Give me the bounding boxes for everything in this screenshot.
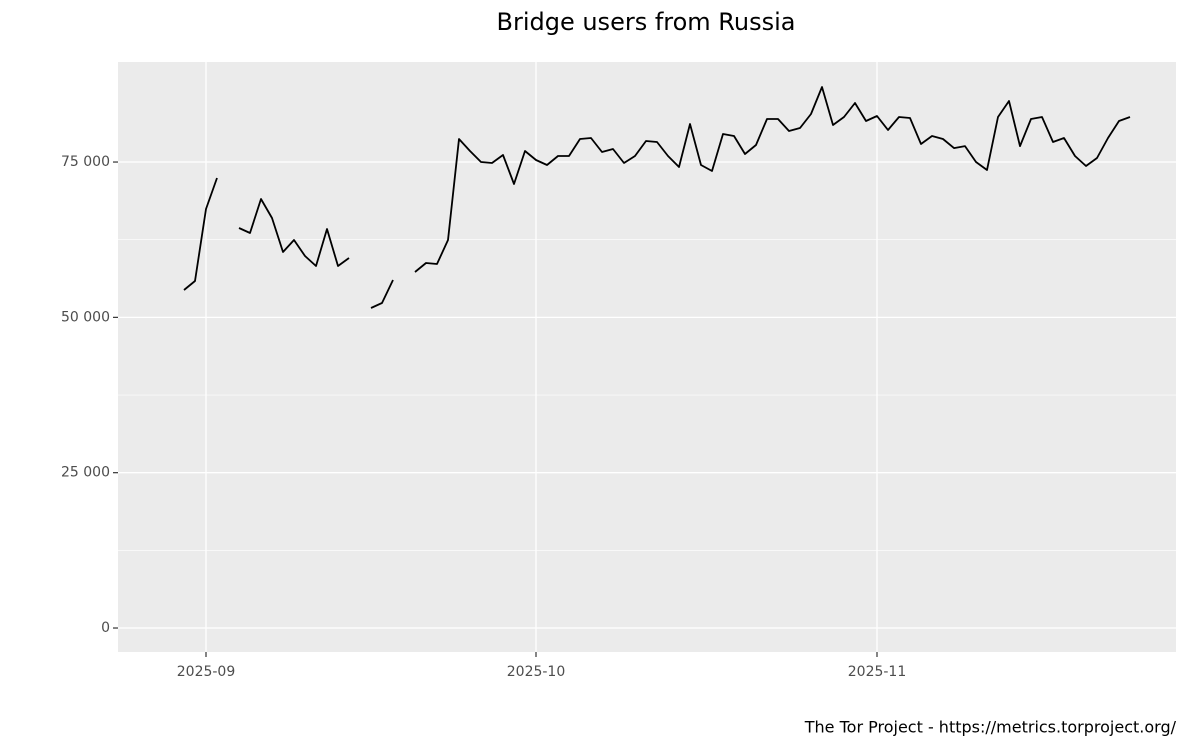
chart-title: Bridge users from Russia	[496, 8, 795, 36]
y-tick-label: 25 000	[61, 465, 110, 481]
y-tick-label: 50 000	[61, 309, 110, 325]
y-tick-label: 75 000	[61, 154, 110, 170]
x-tick-label: 2025-09	[177, 664, 236, 680]
x-tick-label: 2025-11	[848, 664, 907, 680]
panel	[118, 62, 1176, 652]
caption: The Tor Project - https://metrics.torpro…	[804, 718, 1177, 737]
series-line	[183, 86, 1131, 309]
y-tick-label: 0	[101, 620, 110, 636]
x-tick-label: 2025-10	[507, 664, 566, 680]
